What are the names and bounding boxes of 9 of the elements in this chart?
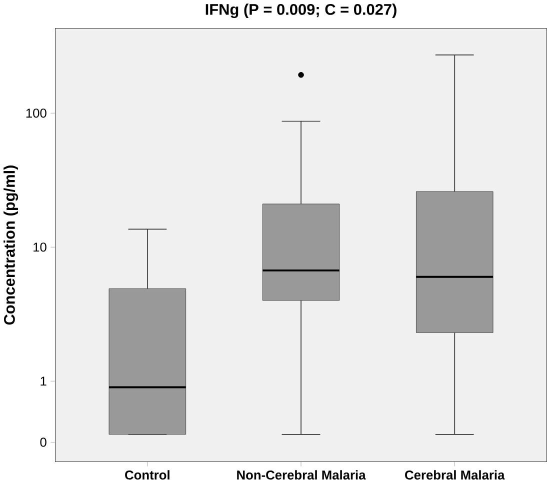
y-tick-label: 1 — [40, 376, 46, 386]
y-axis-title: Concentration (pg/ml) — [4, 165, 18, 325]
y-tick-label: 10 — [34, 242, 46, 252]
x-tick-label: Cerebral Malaria — [405, 470, 505, 480]
y-tick-label: 0 — [40, 438, 46, 447]
y-tick-label: 100 — [26, 108, 46, 118]
x-tick-label: Control — [125, 470, 170, 480]
chart-title: IFNg (P = 0.009; C = 0.027) — [206, 4, 396, 18]
x-tick-label: Non-Cerebral Malaria — [237, 470, 366, 480]
